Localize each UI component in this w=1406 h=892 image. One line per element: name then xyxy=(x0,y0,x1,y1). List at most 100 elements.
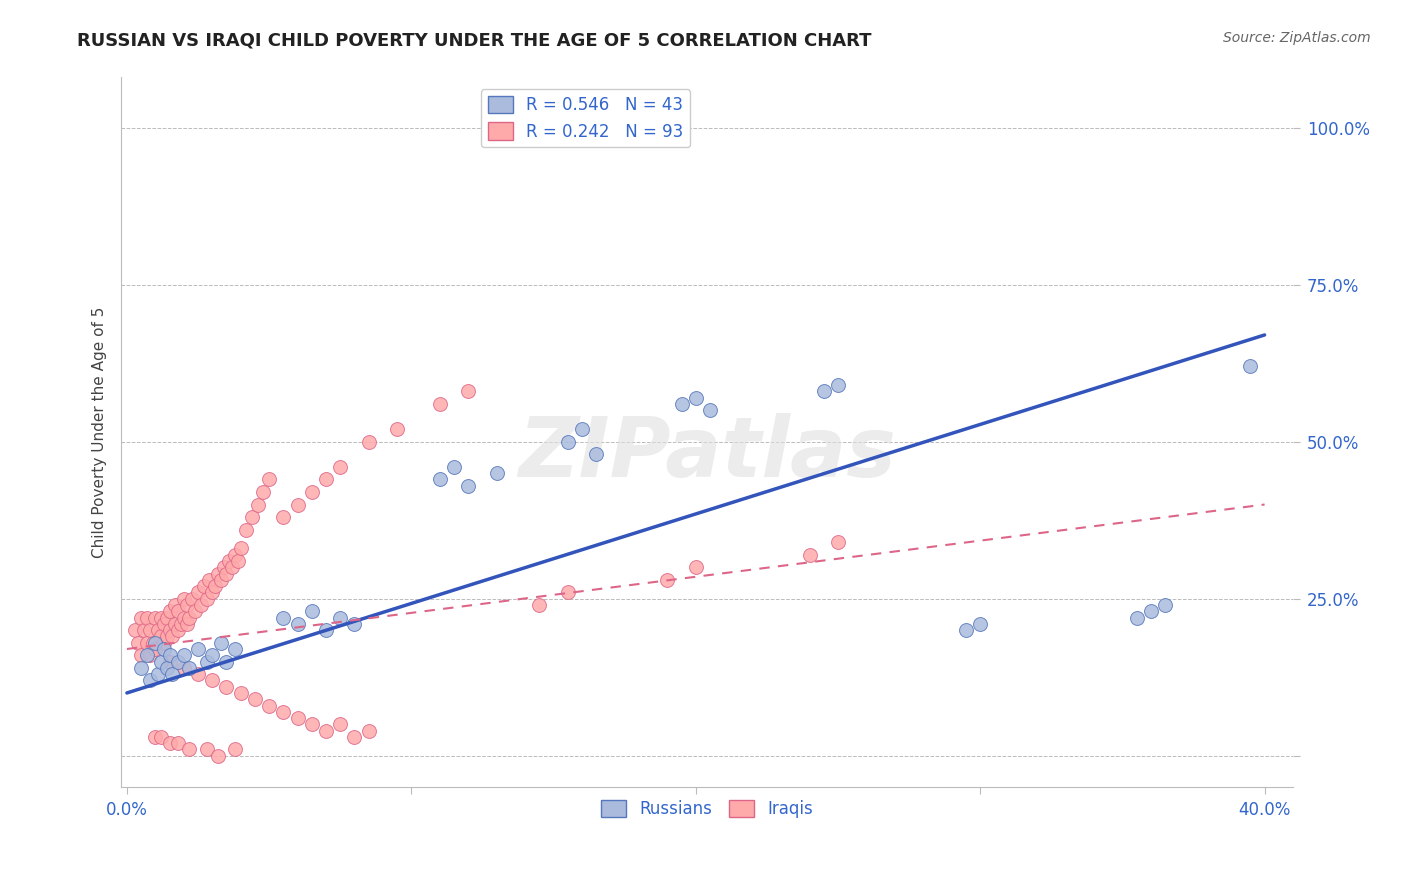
Legend: Russians, Iraqis: Russians, Iraqis xyxy=(595,794,820,825)
Point xyxy=(301,485,323,500)
Point xyxy=(167,655,190,669)
Point xyxy=(343,616,366,631)
Point xyxy=(585,447,607,461)
Point xyxy=(173,661,195,675)
Point xyxy=(138,648,160,663)
Text: Source: ZipAtlas.com: Source: ZipAtlas.com xyxy=(1223,31,1371,45)
Point xyxy=(143,730,166,744)
Point xyxy=(209,573,232,587)
Point xyxy=(170,616,193,631)
Point xyxy=(315,623,337,637)
Point xyxy=(143,642,166,657)
Point xyxy=(195,655,218,669)
Point xyxy=(150,655,173,669)
Point xyxy=(207,566,229,581)
Point xyxy=(1239,359,1261,374)
Point xyxy=(287,711,309,725)
Point xyxy=(343,730,366,744)
Point xyxy=(329,610,352,624)
Point xyxy=(215,566,238,581)
Point xyxy=(529,598,551,612)
Point xyxy=(173,610,195,624)
Point xyxy=(129,610,152,624)
Point xyxy=(153,642,176,657)
Point xyxy=(176,616,198,631)
Point xyxy=(315,472,337,486)
Point xyxy=(173,591,195,606)
Point xyxy=(955,623,977,637)
Point xyxy=(969,616,991,631)
Point xyxy=(301,604,323,618)
Point xyxy=(252,485,274,500)
Point xyxy=(204,579,226,593)
Point xyxy=(173,648,195,663)
Point xyxy=(699,403,721,417)
Point xyxy=(198,573,221,587)
Point xyxy=(159,655,181,669)
Point xyxy=(150,629,173,643)
Point xyxy=(329,459,352,474)
Point xyxy=(165,598,187,612)
Point xyxy=(443,459,465,474)
Point xyxy=(1140,604,1163,618)
Point xyxy=(485,466,508,480)
Point xyxy=(457,478,479,492)
Point xyxy=(273,705,295,719)
Point xyxy=(165,616,187,631)
Point xyxy=(813,384,835,399)
Point xyxy=(179,610,201,624)
Point xyxy=(124,623,146,637)
Point xyxy=(429,472,451,486)
Point xyxy=(159,623,181,637)
Point xyxy=(195,591,218,606)
Point xyxy=(246,498,269,512)
Point xyxy=(301,717,323,731)
Point xyxy=(167,623,190,637)
Point xyxy=(156,629,179,643)
Point xyxy=(257,698,280,713)
Point xyxy=(138,623,160,637)
Point xyxy=(671,397,693,411)
Point xyxy=(148,623,170,637)
Point xyxy=(827,378,849,392)
Point xyxy=(150,730,173,744)
Text: ZIPatlas: ZIPatlas xyxy=(519,413,896,494)
Point xyxy=(181,591,204,606)
Point xyxy=(159,736,181,750)
Point xyxy=(148,667,170,681)
Point xyxy=(184,604,207,618)
Point xyxy=(287,616,309,631)
Point xyxy=(657,573,679,587)
Point xyxy=(571,422,593,436)
Point xyxy=(156,661,179,675)
Point xyxy=(132,623,155,637)
Point xyxy=(141,636,163,650)
Point xyxy=(1125,610,1147,624)
Point xyxy=(273,610,295,624)
Point xyxy=(195,742,218,756)
Point xyxy=(357,434,380,449)
Point xyxy=(457,384,479,399)
Point xyxy=(429,397,451,411)
Point xyxy=(224,548,246,562)
Point xyxy=(167,604,190,618)
Point xyxy=(685,560,707,574)
Point xyxy=(273,510,295,524)
Point xyxy=(215,655,238,669)
Point xyxy=(224,742,246,756)
Point xyxy=(190,598,212,612)
Point xyxy=(221,560,243,574)
Point xyxy=(287,498,309,512)
Point xyxy=(127,636,149,650)
Point xyxy=(212,560,235,574)
Point xyxy=(257,472,280,486)
Point xyxy=(226,554,249,568)
Point xyxy=(557,434,579,449)
Point xyxy=(159,604,181,618)
Point xyxy=(187,585,209,599)
Point xyxy=(229,541,252,556)
Point xyxy=(201,673,224,688)
Point xyxy=(135,636,157,650)
Point xyxy=(329,717,352,731)
Point xyxy=(357,723,380,738)
